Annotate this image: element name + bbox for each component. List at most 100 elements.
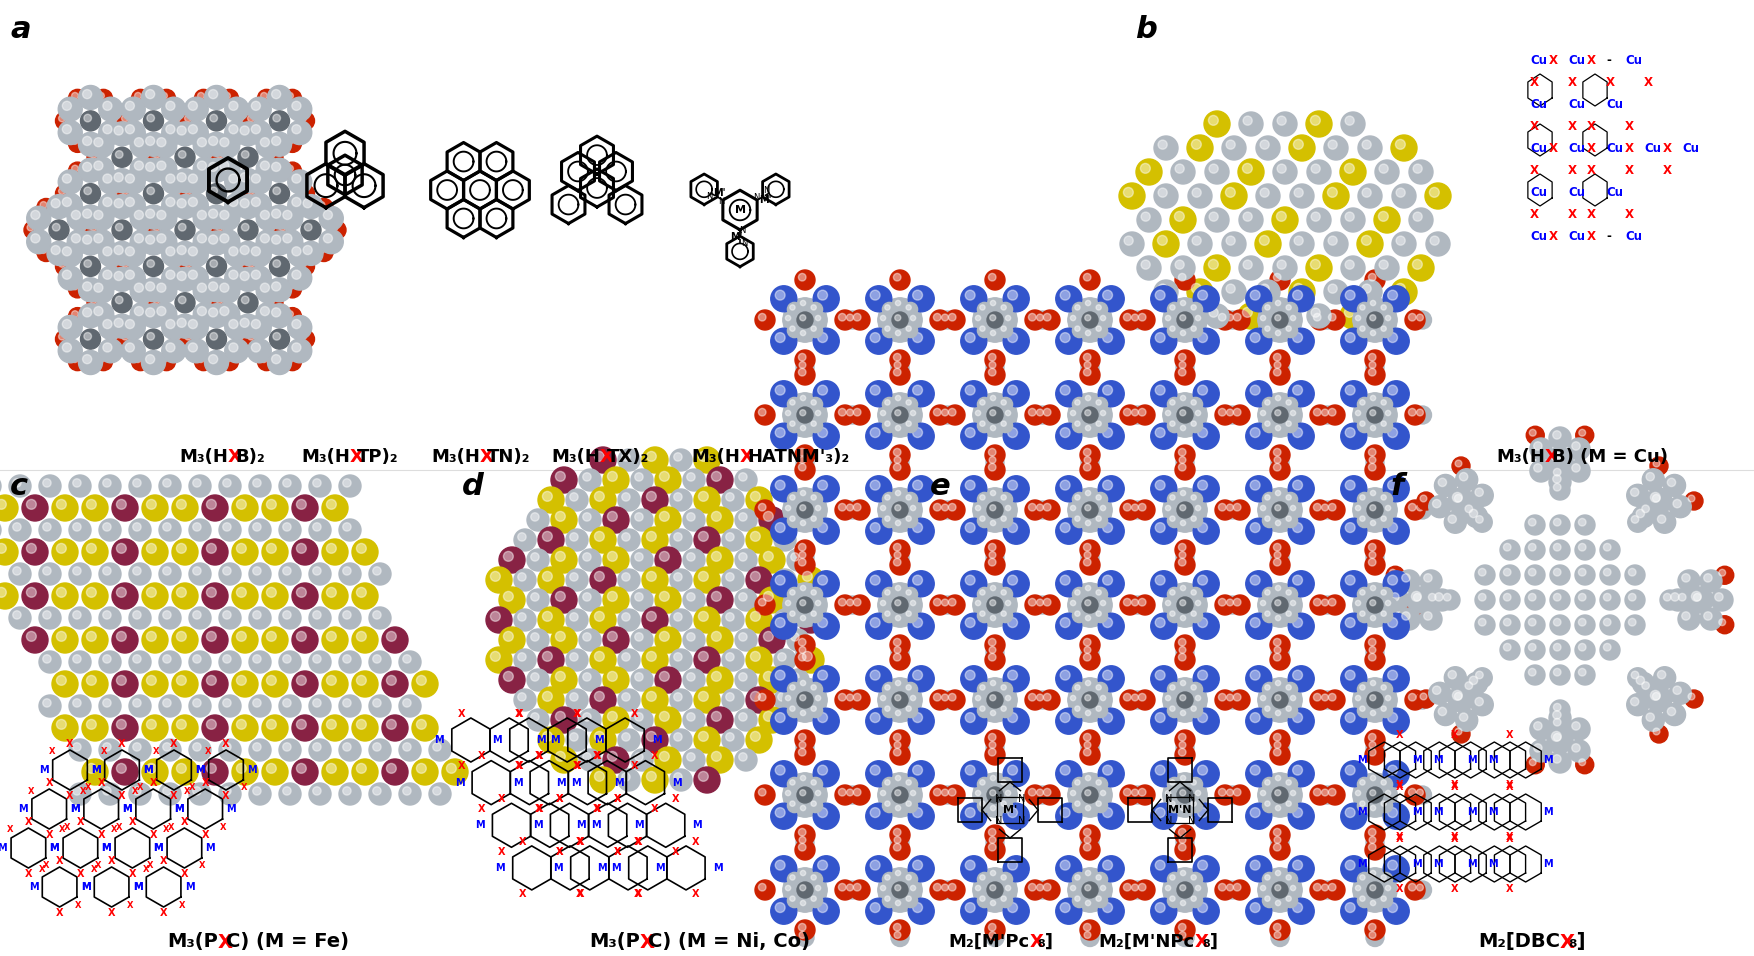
Circle shape bbox=[945, 785, 965, 805]
Circle shape bbox=[930, 405, 951, 425]
Circle shape bbox=[810, 706, 816, 711]
Circle shape bbox=[72, 138, 79, 144]
Circle shape bbox=[158, 207, 175, 226]
Circle shape bbox=[146, 499, 156, 510]
Circle shape bbox=[1396, 236, 1405, 245]
Circle shape bbox=[866, 476, 891, 502]
Circle shape bbox=[1003, 883, 1017, 897]
Text: Cu: Cu bbox=[1529, 229, 1547, 243]
Circle shape bbox=[1198, 808, 1207, 817]
Circle shape bbox=[1345, 808, 1356, 817]
Circle shape bbox=[1452, 492, 1463, 502]
Circle shape bbox=[312, 567, 321, 576]
Circle shape bbox=[1500, 565, 1521, 585]
Circle shape bbox=[221, 207, 239, 226]
Circle shape bbox=[198, 307, 207, 315]
Circle shape bbox=[503, 592, 514, 601]
Circle shape bbox=[98, 93, 105, 99]
Circle shape bbox=[1093, 609, 1107, 622]
Circle shape bbox=[1068, 503, 1082, 517]
Circle shape bbox=[68, 651, 91, 673]
Circle shape bbox=[130, 279, 154, 303]
Circle shape bbox=[219, 563, 240, 585]
Circle shape bbox=[188, 247, 198, 256]
Circle shape bbox=[289, 199, 307, 216]
Circle shape bbox=[1168, 587, 1182, 601]
Circle shape bbox=[1321, 599, 1328, 606]
Circle shape bbox=[291, 124, 302, 134]
Circle shape bbox=[589, 487, 616, 513]
Circle shape bbox=[1275, 870, 1280, 876]
Circle shape bbox=[1645, 472, 1654, 481]
Circle shape bbox=[1359, 875, 1365, 880]
Text: M: M bbox=[614, 777, 624, 788]
Text: Cu: Cu bbox=[1607, 185, 1622, 199]
Circle shape bbox=[116, 296, 123, 304]
Circle shape bbox=[205, 351, 228, 375]
Circle shape bbox=[1086, 901, 1091, 905]
Circle shape bbox=[889, 350, 910, 370]
Circle shape bbox=[221, 353, 239, 371]
Text: X: X bbox=[63, 822, 70, 832]
Circle shape bbox=[654, 587, 681, 613]
Circle shape bbox=[1526, 426, 1544, 445]
Circle shape bbox=[1340, 761, 1366, 787]
Circle shape bbox=[253, 244, 270, 262]
Circle shape bbox=[1093, 513, 1107, 528]
Circle shape bbox=[1352, 868, 1396, 912]
Circle shape bbox=[1652, 728, 1659, 735]
Circle shape bbox=[1284, 492, 1298, 507]
Circle shape bbox=[112, 715, 139, 741]
Circle shape bbox=[1068, 773, 1112, 817]
Circle shape bbox=[847, 599, 854, 606]
Circle shape bbox=[40, 247, 47, 253]
Circle shape bbox=[225, 266, 249, 290]
Circle shape bbox=[1340, 303, 1366, 329]
Circle shape bbox=[112, 147, 132, 167]
Circle shape bbox=[1691, 590, 1710, 610]
Circle shape bbox=[247, 170, 272, 194]
Circle shape bbox=[1135, 310, 1154, 330]
Circle shape bbox=[531, 673, 538, 681]
Circle shape bbox=[1324, 136, 1349, 160]
Circle shape bbox=[82, 308, 91, 317]
Circle shape bbox=[989, 931, 996, 939]
Circle shape bbox=[1002, 516, 1007, 521]
Text: X: X bbox=[111, 825, 118, 835]
Circle shape bbox=[1344, 163, 1354, 173]
Circle shape bbox=[130, 247, 135, 253]
Circle shape bbox=[1284, 873, 1298, 886]
Circle shape bbox=[998, 419, 1012, 433]
Text: X: X bbox=[189, 784, 195, 793]
Circle shape bbox=[1005, 600, 1010, 606]
Circle shape bbox=[674, 772, 682, 781]
Circle shape bbox=[1103, 385, 1112, 395]
Text: X: X bbox=[1507, 782, 1514, 792]
Circle shape bbox=[991, 425, 996, 431]
Circle shape bbox=[170, 330, 188, 348]
Circle shape bbox=[1328, 883, 1337, 891]
Circle shape bbox=[810, 684, 816, 690]
Circle shape bbox=[531, 593, 538, 601]
Circle shape bbox=[1216, 310, 1235, 330]
Circle shape bbox=[893, 354, 902, 361]
Circle shape bbox=[133, 479, 140, 488]
Circle shape bbox=[323, 759, 347, 785]
Circle shape bbox=[998, 324, 1012, 337]
Circle shape bbox=[247, 120, 272, 144]
Circle shape bbox=[895, 396, 902, 401]
Circle shape bbox=[1179, 733, 1186, 741]
Text: X: X bbox=[535, 804, 542, 815]
Text: N: N bbox=[1017, 816, 1024, 826]
Circle shape bbox=[144, 329, 163, 349]
Circle shape bbox=[1384, 286, 1408, 312]
Circle shape bbox=[1131, 884, 1138, 891]
Circle shape bbox=[1428, 594, 1437, 601]
Circle shape bbox=[998, 798, 1012, 813]
Circle shape bbox=[184, 315, 209, 339]
Circle shape bbox=[272, 282, 281, 291]
Circle shape bbox=[903, 777, 917, 792]
Circle shape bbox=[1193, 424, 1219, 449]
Circle shape bbox=[1179, 742, 1186, 749]
Circle shape bbox=[1205, 304, 1230, 328]
